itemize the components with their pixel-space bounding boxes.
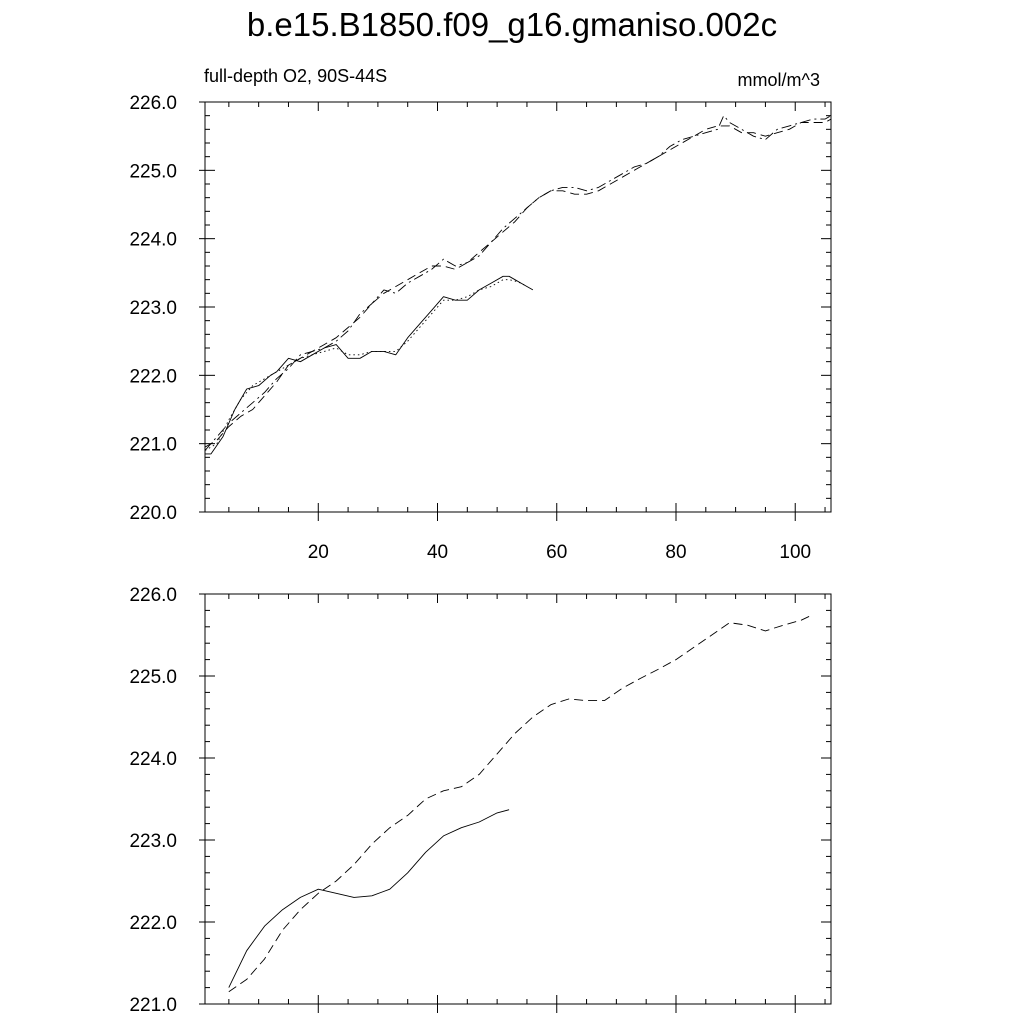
top-series-dotted-line [204,279,528,451]
top-y-tick-label: 220.0 [129,503,177,524]
top-y-tick-label: 222.0 [129,366,177,387]
top-panel: full-depth O2, 90S-44S mmol/m^3 20 40 60 80… [129,66,832,563]
figure-title: b.e15.B1850.f09_g16.gmaniso.002c [247,6,777,43]
bottom-y-tick-label: 226.0 [129,585,177,606]
bottom-series-group [228,614,814,993]
bottom-axes: 221.0 222.0 223.0 224.0 225.0 226.0 [129,585,831,1016]
bottom-y-tick-label: 223.0 [129,831,177,852]
top-series-group [204,115,832,455]
top-series-dashed-line [204,118,832,448]
top-x-tick-label: 20 [308,542,329,563]
bottom-panel: 221.0 222.0 223.0 224.0 225.0 226.0 [129,585,832,1016]
bottom-y-tick-label: 222.0 [129,913,177,934]
bottom-series-solid-line [228,809,510,988]
top-series-dash-dot-line [204,115,832,451]
bottom-plot-frame [204,593,832,1005]
bottom-y-tick-label: 225.0 [129,667,177,688]
top-y-tick-label: 224.0 [129,230,177,251]
top-y-tick-label: 225.0 [129,161,177,182]
bottom-series-dashed-line [228,614,814,993]
top-x-tick-label: 100 [779,542,811,563]
bottom-y-tick-label: 224.0 [129,749,177,770]
top-panel-units-label: mmol/m^3 [738,70,820,90]
top-series-solid-line [205,275,534,455]
top-y-tick-label: 223.0 [129,298,177,319]
top-axes: 20 40 60 80 100 220.0 221.0 222.0 223.0 224.0 225.… [129,93,831,563]
top-x-tick-label: 60 [546,542,567,563]
top-x-tick-label: 40 [427,542,448,563]
top-y-tick-label: 226.0 [129,93,177,114]
bottom-y-tick-label: 221.0 [129,995,177,1016]
top-panel-left-label: full-depth O2, 90S-44S [204,66,387,86]
top-x-tick-label: 80 [665,542,686,563]
top-y-tick-label: 221.0 [129,435,177,456]
top-plot-frame [204,101,832,513]
